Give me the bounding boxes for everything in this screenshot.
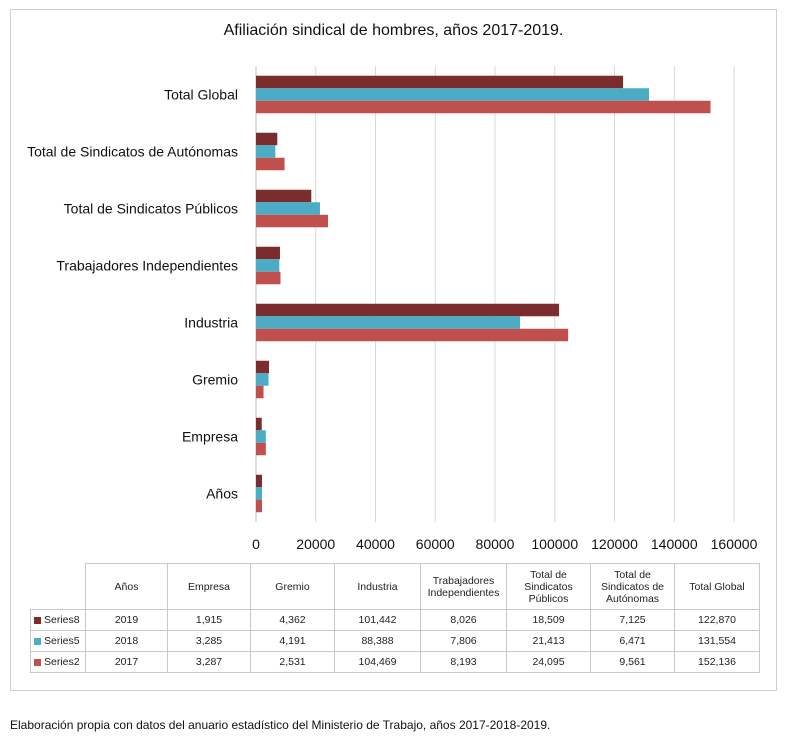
bar (256, 373, 269, 386)
table-corner (30, 563, 86, 610)
table-cell: 18,509 (506, 609, 591, 631)
bar (256, 157, 285, 171)
table-cell: 4,191 (250, 630, 335, 652)
legend-key (34, 637, 41, 645)
bar (256, 259, 280, 272)
bar (256, 246, 280, 260)
bars (256, 75, 711, 513)
table-cell: 8,026 (420, 609, 507, 631)
legend-key (34, 658, 41, 666)
bar (256, 316, 521, 329)
category-label: Total de Sindicatos Públicos (64, 201, 238, 217)
table-cell: 6,471 (590, 630, 675, 652)
bar (256, 100, 711, 114)
table-cell: 131,554 (674, 630, 760, 652)
x-tick-label: 40000 (356, 536, 395, 552)
table-cell: 1,915 (167, 609, 251, 631)
bar (256, 145, 276, 158)
x-tick-label: 80000 (476, 536, 515, 552)
x-tick-label: 140000 (651, 536, 698, 552)
x-tick-label: 100000 (531, 536, 578, 552)
category-label: Empresa (182, 429, 238, 445)
category-label: Total Global (164, 87, 238, 103)
source-note: Elaboración propia con datos del anuario… (10, 718, 551, 732)
table-cell: 88,388 (334, 630, 421, 652)
table-header: Total de Sindicatos de Autónomas (590, 563, 675, 610)
category-labels: Años Empresa Gremio Industria Trabajadores I… (27, 87, 238, 502)
x-tick-label: 0 (252, 536, 260, 552)
bar (256, 385, 264, 399)
table-cell: 24,095 (506, 651, 591, 673)
bar (256, 417, 262, 431)
x-tick-label: 20000 (296, 536, 335, 552)
category-label: Industria (184, 315, 238, 331)
legend-key (34, 616, 41, 624)
bar (256, 328, 569, 342)
table-cell: 3,287 (167, 651, 251, 673)
table-header: Trabajadores Independientes (420, 563, 507, 610)
bar (256, 214, 328, 228)
table-cell: 152,136 (674, 651, 760, 673)
bar (256, 430, 266, 443)
category-label: Total de Sindicatos de Autónomas (27, 144, 238, 160)
series-name: Series2 (30, 651, 86, 673)
table-cell: 3,285 (167, 630, 251, 652)
bar (256, 499, 263, 513)
table-cell: 104,469 (334, 651, 421, 673)
category-label: Trabajadores Independientes (56, 258, 238, 274)
table-cell: 101,442 (334, 609, 421, 631)
table-header: Empresa (167, 563, 251, 610)
bar (256, 442, 266, 456)
series-name: Series5 (30, 630, 86, 652)
table-cell: 4,362 (250, 609, 335, 631)
x-tick-labels: 0 20000 40000 60000 80000 100000 120000 140000 1… (252, 536, 757, 552)
x-tick-label: 120000 (591, 536, 638, 552)
series-name: Series8 (30, 609, 86, 631)
table-cell: 7,125 (590, 609, 675, 631)
table-header: Total Global (674, 563, 760, 610)
table-row: Series8 2019 1,915 4,362 101,442 8,026 18,509 7… (30, 609, 760, 631)
chart-frame (10, 9, 777, 691)
table-cell: 2019 (85, 609, 168, 631)
table-cell: 122,870 (674, 609, 760, 631)
table-header: Años (85, 563, 168, 610)
bar-chart: Años Empresa Gremio Industria Trabajadores I… (27, 66, 758, 552)
chart-title: Afiliación sindical de hombres, años 201… (223, 22, 564, 39)
table-cell: 2017 (85, 651, 168, 673)
table-cell: 2,531 (250, 651, 335, 673)
table-cell: 9,561 (590, 651, 675, 673)
bar (256, 75, 624, 89)
table-cell: 7,806 (420, 630, 507, 652)
bar (256, 474, 263, 488)
table-cell: 21,413 (506, 630, 591, 652)
bar (256, 360, 270, 374)
data-table: Años Empresa Gremio Industria Trabajadores I… (30, 563, 760, 673)
category-label: Gremio (192, 372, 238, 388)
table-header: Total de Sindicatos Públicos (506, 563, 591, 610)
bar (256, 189, 312, 203)
table-header: Industria (334, 563, 421, 610)
bar (256, 202, 320, 215)
bar (256, 88, 650, 101)
bar (256, 487, 263, 500)
bar (256, 132, 278, 146)
table-cell: 8,193 (420, 651, 507, 673)
category-label: Años (206, 486, 238, 502)
x-tick-label: 60000 (416, 536, 455, 552)
table-row: Series2 2017 3,287 2,531 104,469 8,193 24,095 9… (30, 651, 760, 673)
gridlines (255, 66, 735, 522)
x-tick-label: 160000 (711, 536, 758, 552)
table-header: Gremio (250, 563, 335, 610)
bar (256, 303, 560, 317)
table-cell: 2018 (85, 630, 168, 652)
bar (256, 271, 281, 285)
table-row: Series5 2018 3,285 4,191 88,388 7,806 21,413 6,… (30, 630, 760, 652)
